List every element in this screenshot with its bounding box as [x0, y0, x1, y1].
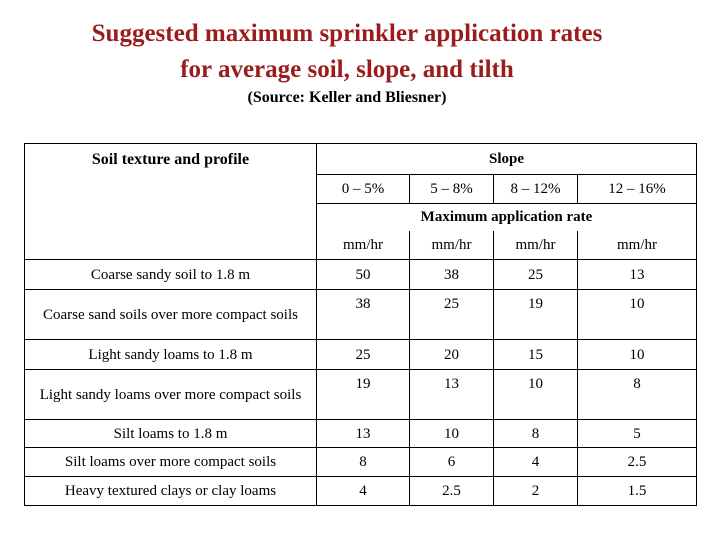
rate-value: 20 [409, 339, 494, 370]
rate-value: 2.5 [577, 447, 697, 477]
rate-value: 1.5 [577, 476, 697, 506]
rate-value: 25 [316, 339, 410, 370]
rate-value: 10 [577, 339, 697, 370]
rate-value: 4 [493, 447, 578, 477]
rate-value: 10 [493, 369, 578, 420]
soil-label: Silt loams to 1.8 m [24, 419, 317, 448]
rate-value: 25 [493, 259, 578, 290]
rate-value: 4 [316, 476, 410, 506]
slope-range-1: 0 – 5% [316, 174, 410, 204]
table-row: Light sandy loams to 1.8 m 25 20 15 10 [24, 339, 697, 370]
rate-value: 8 [493, 419, 578, 448]
rate-value: 38 [409, 259, 494, 290]
table-row: Light sandy loams over more compact soil… [24, 369, 697, 420]
soil-label: Silt loams over more compact soils [24, 447, 317, 477]
title-line-1: Suggested maximum sprinkler application … [91, 20, 603, 47]
soil-label: Coarse sand soils over more compact soil… [24, 289, 317, 340]
rate-value: 10 [577, 289, 697, 340]
rate-value: 10 [409, 419, 494, 448]
unit-cell: mm/hr [577, 230, 697, 260]
unit-cell: mm/hr [493, 230, 578, 260]
slope-range-4: 12 – 16% [577, 174, 697, 204]
table-row: Heavy textured clays or clay loams 4 2.5… [24, 476, 697, 506]
table-row: Coarse sand soils over more compact soil… [24, 289, 697, 340]
rate-value: 13 [409, 369, 494, 420]
slope-range-2: 5 – 8% [409, 174, 494, 204]
soil-header-cell: Soil texture and profile [24, 143, 317, 260]
header-row-max-rate: Maximum application rate [25, 203, 697, 231]
slope-range-3: 8 – 12% [493, 174, 578, 204]
soil-label: Light sandy loams over more compact soil… [24, 369, 317, 420]
unit-cell: mm/hr [409, 230, 494, 260]
application-rate-table: Soil texture and profile Slope 0 – 5% 5 … [24, 143, 697, 506]
rate-value: 50 [316, 259, 410, 290]
table-row: Silt loams over more compact soils 8 6 4… [24, 447, 697, 477]
rate-value: 2.5 [409, 476, 494, 506]
rate-value: 8 [577, 369, 697, 420]
title-line-2: for average soil, slope, and tilth [180, 56, 514, 83]
rate-value: 5 [577, 419, 697, 448]
rate-value: 13 [316, 419, 410, 448]
page-title: Suggested maximum sprinkler application … [0, 16, 694, 88]
table-row: Silt loams to 1.8 m 13 10 8 5 [24, 419, 697, 448]
header-row-slope: Soil texture and profile Slope [24, 143, 697, 260]
header-row-slope-ranges: 0 – 5% 5 – 8% 8 – 12% 12 – 16% [25, 174, 697, 204]
source-note: (Source: Keller and Bliesner) [247, 89, 447, 106]
table-row: Coarse sandy soil to 1.8 m 50 38 25 13 [24, 259, 697, 290]
slope-header: Slope [316, 143, 697, 175]
rate-value: 13 [577, 259, 697, 290]
rate-value: 19 [493, 289, 578, 340]
rate-value: 6 [409, 447, 494, 477]
rate-value: 15 [493, 339, 578, 370]
rate-value: 25 [409, 289, 494, 340]
rate-value: 8 [316, 447, 410, 477]
max-rate-header: Maximum application rate [316, 203, 697, 231]
header-row-units: mm/hr mm/hr mm/hr mm/hr [25, 230, 697, 260]
rate-value: 2 [493, 476, 578, 506]
soil-label: Coarse sandy soil to 1.8 m [24, 259, 317, 290]
rate-value: 19 [316, 369, 410, 420]
rate-value: 38 [316, 289, 410, 340]
soil-header-label: Soil texture and profile [91, 151, 250, 168]
soil-label: Heavy textured clays or clay loams [24, 476, 317, 506]
unit-cell: mm/hr [316, 230, 410, 260]
soil-label: Light sandy loams to 1.8 m [24, 339, 317, 370]
